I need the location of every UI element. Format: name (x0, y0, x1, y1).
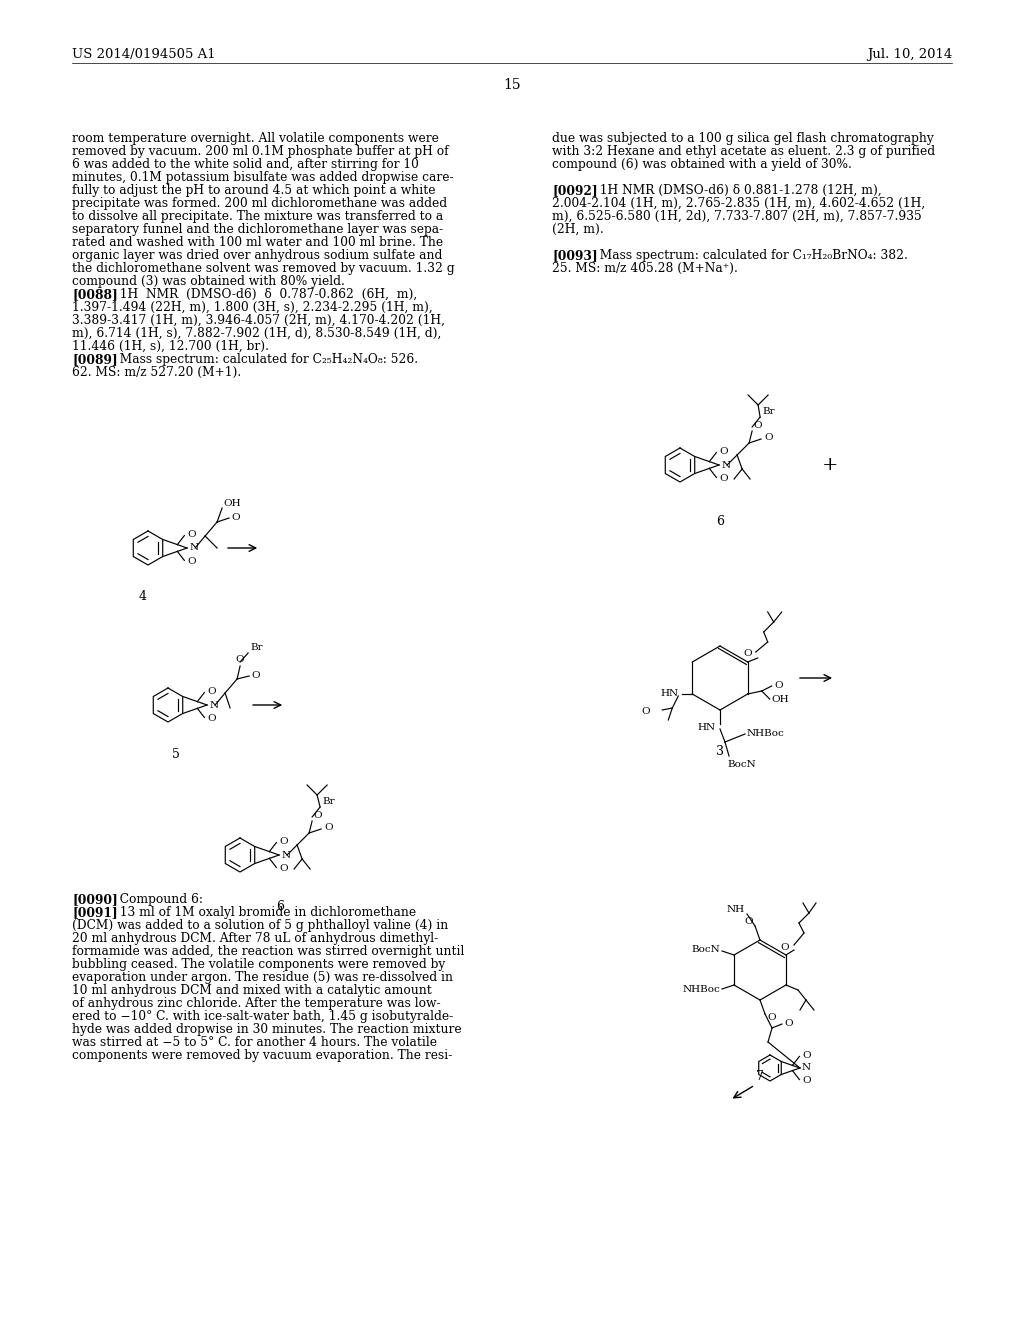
Text: 5: 5 (172, 748, 180, 762)
Text: [0089]: [0089] (72, 352, 118, 366)
Text: Jul. 10, 2014: Jul. 10, 2014 (866, 48, 952, 61)
Text: was stirred at −5 to 5° C. for another 4 hours. The volatile: was stirred at −5 to 5° C. for another 4… (72, 1036, 437, 1049)
Text: O: O (207, 688, 216, 696)
Text: removed by vacuum. 200 ml 0.1M phosphate buffer at pH of: removed by vacuum. 200 ml 0.1M phosphate… (72, 145, 449, 158)
Text: 4: 4 (139, 590, 147, 603)
Text: O: O (803, 1051, 811, 1060)
Text: [0088]: [0088] (72, 288, 118, 301)
Text: bubbling ceased. The volatile components were removed by: bubbling ceased. The volatile components… (72, 958, 445, 972)
Text: O: O (719, 474, 728, 483)
Text: O: O (780, 942, 788, 952)
Text: Mass spectrum: calculated for C₂₅H₄₂N₄O₈: 526.: Mass spectrum: calculated for C₂₅H₄₂N₄O₈… (112, 352, 418, 366)
Text: N: N (282, 850, 290, 859)
Text: Br: Br (323, 797, 335, 807)
Text: 3.389-3.417 (1H, m), 3.946-4.057 (2H, m), 4.170-4.202 (1H,: 3.389-3.417 (1H, m), 3.946-4.057 (2H, m)… (72, 314, 445, 327)
Text: m), 6.714 (1H, s), 7.882-7.902 (1H, d), 8.530-8.549 (1H, d),: m), 6.714 (1H, s), 7.882-7.902 (1H, d), … (72, 327, 441, 341)
Text: O: O (784, 1019, 793, 1027)
Text: [0090]: [0090] (72, 894, 118, 906)
Text: evaporation under argon. The residue (5) was re-dissolved in: evaporation under argon. The residue (5)… (72, 972, 453, 983)
Text: (2H, m).: (2H, m). (552, 223, 604, 236)
Text: Compound 6:: Compound 6: (112, 894, 203, 906)
Text: components were removed by vacuum evaporation. The resi-: components were removed by vacuum evapor… (72, 1049, 453, 1063)
Text: compound (3) was obtained with 80% yield.: compound (3) was obtained with 80% yield… (72, 275, 345, 288)
Text: Mass spectrum: calculated for C₁₇H₂₀BrNO₄: 382.: Mass spectrum: calculated for C₁₇H₂₀BrNO… (592, 249, 908, 261)
Text: N: N (721, 461, 730, 470)
Text: O: O (207, 714, 216, 723)
Text: 11.446 (1H, s), 12.700 (1H, br).: 11.446 (1H, s), 12.700 (1H, br). (72, 341, 269, 352)
Text: 10 ml anhydrous DCM and mixed with a catalytic amount: 10 ml anhydrous DCM and mixed with a cat… (72, 983, 432, 997)
Text: [0091]: [0091] (72, 906, 118, 919)
Text: 1H  NMR  (DMSO-d6)  δ  0.787-0.862  (6H,  m),: 1H NMR (DMSO-d6) δ 0.787-0.862 (6H, m), (112, 288, 417, 301)
Text: hyde was added dropwise in 30 minutes. The reaction mixture: hyde was added dropwise in 30 minutes. T… (72, 1023, 462, 1036)
Text: O: O (803, 1076, 811, 1085)
Text: N: N (209, 701, 218, 710)
Text: organic layer was dried over anhydrous sodium sulfate and: organic layer was dried over anhydrous s… (72, 249, 442, 261)
Text: 6: 6 (276, 900, 284, 913)
Text: 25. MS: m/z 405.28 (M+Na⁺).: 25. MS: m/z 405.28 (M+Na⁺). (552, 261, 738, 275)
Text: O: O (744, 917, 753, 927)
Text: separatory funnel and the dichloromethane layer was sepa-: separatory funnel and the dichloromethan… (72, 223, 443, 236)
Text: with 3:2 Hexane and ethyl acetate as eluent. 2.3 g of purified: with 3:2 Hexane and ethyl acetate as elu… (552, 145, 935, 158)
Text: 6 was added to the white solid and, after stirring for 10: 6 was added to the white solid and, afte… (72, 158, 419, 172)
Text: O: O (775, 681, 783, 689)
Text: 62. MS: m/z 527.20 (M+1).: 62. MS: m/z 527.20 (M+1). (72, 366, 242, 379)
Text: O: O (236, 656, 245, 664)
Text: O: O (753, 421, 762, 429)
Text: 6: 6 (716, 515, 724, 528)
Text: O: O (764, 433, 773, 442)
Text: O: O (767, 1014, 775, 1023)
Text: (DCM) was added to a solution of 5 g phthalloyl valine (4) in: (DCM) was added to a solution of 5 g pht… (72, 919, 449, 932)
Text: BocN: BocN (727, 760, 756, 770)
Text: to dissolve all precipitate. The mixture was transferred to a: to dissolve all precipitate. The mixture… (72, 210, 443, 223)
Text: 20 ml anhydrous DCM. After 78 uL of anhydrous dimethyl-: 20 ml anhydrous DCM. After 78 uL of anhy… (72, 932, 438, 945)
Text: N: N (802, 1064, 811, 1072)
Text: compound (6) was obtained with a yield of 30%.: compound (6) was obtained with a yield o… (552, 158, 852, 172)
Text: formamide was added, the reaction was stirred overnight until: formamide was added, the reaction was st… (72, 945, 464, 958)
Text: O: O (251, 671, 260, 680)
Text: US 2014/0194505 A1: US 2014/0194505 A1 (72, 48, 216, 61)
Text: 15: 15 (503, 78, 521, 92)
Text: O: O (231, 512, 240, 521)
Text: +: + (821, 455, 839, 474)
Text: m), 6.525-6.580 (1H, 2d), 7.733-7.807 (2H, m), 7.857-7.935: m), 6.525-6.580 (1H, 2d), 7.733-7.807 (2… (552, 210, 922, 223)
Text: minutes, 0.1M potassium bisulfate was added dropwise care-: minutes, 0.1M potassium bisulfate was ad… (72, 172, 454, 183)
Text: NHBoc: NHBoc (682, 986, 720, 994)
Text: O: O (642, 706, 650, 715)
Text: NH: NH (727, 906, 745, 915)
Text: of anhydrous zinc chloride. After the temperature was low-: of anhydrous zinc chloride. After the te… (72, 997, 440, 1010)
Text: N: N (189, 544, 199, 553)
Text: [0092]: [0092] (552, 183, 598, 197)
Text: the dichloromethane solvent was removed by vacuum. 1.32 g: the dichloromethane solvent was removed … (72, 261, 455, 275)
Text: O: O (280, 837, 288, 846)
Text: O: O (187, 531, 196, 539)
Text: OH: OH (772, 694, 790, 704)
Text: rated and washed with 100 ml water and 100 ml brine. The: rated and washed with 100 ml water and 1… (72, 236, 443, 249)
Text: BocN: BocN (691, 945, 720, 954)
Text: O: O (719, 447, 728, 457)
Text: O: O (187, 557, 196, 566)
Text: 1H NMR (DMSO-d6) δ 0.881-1.278 (12H, m),: 1H NMR (DMSO-d6) δ 0.881-1.278 (12H, m), (592, 183, 882, 197)
Text: 1.397-1.494 (22H, m), 1.800 (3H, s), 2.234-2.295 (1H, m),: 1.397-1.494 (22H, m), 1.800 (3H, s), 2.2… (72, 301, 433, 314)
Text: 3: 3 (716, 744, 724, 758)
Text: due was subjected to a 100 g silica gel flash chromatography: due was subjected to a 100 g silica gel … (552, 132, 934, 145)
Text: Br: Br (250, 644, 263, 652)
Text: room temperature overnight. All volatile components were: room temperature overnight. All volatile… (72, 132, 439, 145)
Text: Br: Br (762, 408, 775, 417)
Text: O: O (325, 824, 333, 833)
Text: HN: HN (660, 689, 678, 698)
Text: precipitate was formed. 200 ml dichloromethane was added: precipitate was formed. 200 ml dichlorom… (72, 197, 447, 210)
Text: fully to adjust the pH to around 4.5 at which point a white: fully to adjust the pH to around 4.5 at … (72, 183, 435, 197)
Text: OH: OH (223, 499, 241, 508)
Text: 13 ml of 1M oxalyl bromide in dichloromethane: 13 ml of 1M oxalyl bromide in dichlorome… (112, 906, 416, 919)
Text: [0093]: [0093] (552, 249, 598, 261)
Text: NHBoc: NHBoc (746, 729, 784, 738)
Text: HN: HN (698, 723, 716, 733)
Text: 7: 7 (756, 1071, 764, 1082)
Text: O: O (280, 863, 288, 873)
Text: O: O (313, 810, 322, 820)
Text: 2.004-2.104 (1H, m), 2.765-2.835 (1H, m), 4.602-4.652 (1H,: 2.004-2.104 (1H, m), 2.765-2.835 (1H, m)… (552, 197, 926, 210)
Text: ered to −10° C. with ice-salt-water bath, 1.45 g isobutyralde-: ered to −10° C. with ice-salt-water bath… (72, 1010, 454, 1023)
Text: O: O (743, 649, 752, 659)
